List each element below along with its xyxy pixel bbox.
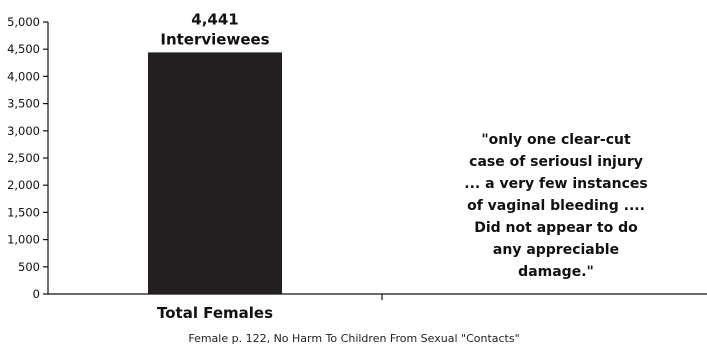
bar-total-females xyxy=(148,52,282,294)
y-tick-label: 3,500 xyxy=(7,97,40,111)
y-tick-label: 500 xyxy=(18,260,40,274)
y-tick-label: 1,500 xyxy=(7,205,40,219)
annotation-line: ... a very few instances xyxy=(464,176,647,192)
annotation-line: of vaginal bleeding .... xyxy=(467,198,645,214)
y-tick-label: 4,000 xyxy=(7,69,40,83)
y-tick-label: 3,000 xyxy=(7,124,40,138)
y-tick-label: 2,500 xyxy=(7,151,40,165)
x-category-label: Total Females xyxy=(157,304,273,322)
chart-caption: Female p. 122, No Harm To Children From … xyxy=(188,332,519,345)
y-tick-label: 1,000 xyxy=(7,233,40,247)
annotation-line: "only one clear-cut xyxy=(481,132,631,148)
bar-data-label-value: 4,441 xyxy=(191,10,238,28)
annotation-line: Did not appear to do xyxy=(474,220,638,236)
y-axis-ticks: 0 500 1,000 1,500 2,000 2,500 3,000 3,500 4,000 4… xyxy=(7,15,48,301)
bar-data-label-unit: Interviewees xyxy=(160,30,269,48)
annotation-quote: "only one clear-cut case of seriousl inj… xyxy=(464,132,647,280)
bar-series xyxy=(148,52,282,294)
annotation-line: any appreciable xyxy=(493,242,619,258)
annotation-line: case of seriousl injury xyxy=(469,154,643,170)
y-tick-label: 0 xyxy=(33,287,40,301)
y-tick-label: 4,500 xyxy=(7,42,40,56)
y-tick-label: 2,000 xyxy=(7,178,40,192)
annotation-line: damage." xyxy=(518,264,594,280)
y-tick-label: 5,000 xyxy=(7,15,40,29)
